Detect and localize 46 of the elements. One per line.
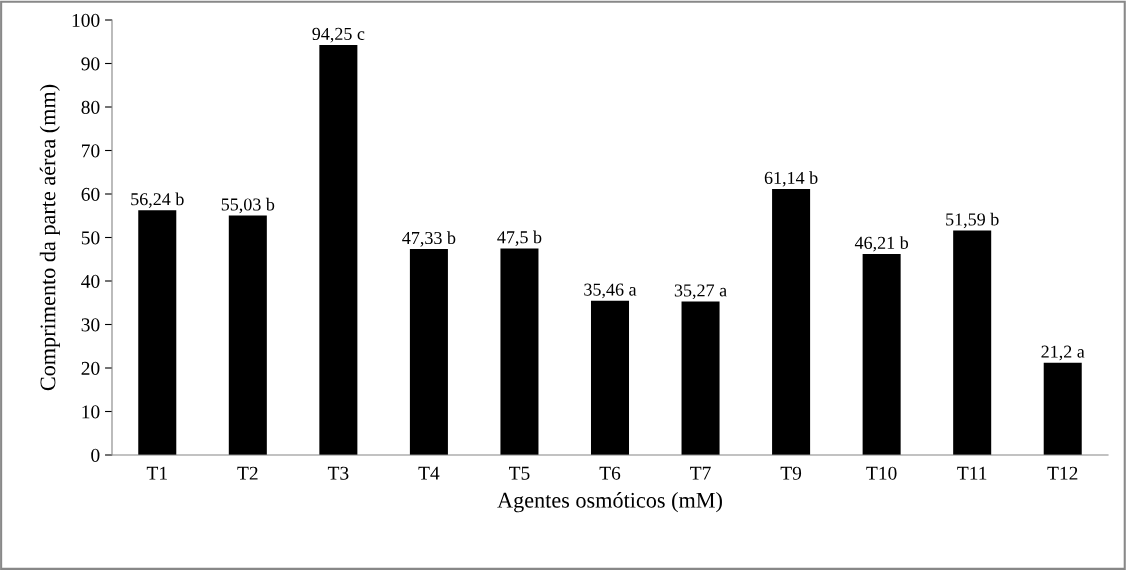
bar [772, 189, 811, 455]
bar [953, 230, 992, 455]
x-tick-label: T11 [957, 466, 987, 480]
y-tick-label: 80 [81, 100, 100, 114]
data-label: 21,2 a [1041, 345, 1085, 361]
y-tick-label: 20 [81, 361, 100, 375]
x-tick-label: T12 [1047, 466, 1078, 480]
y-tick-label: 40 [81, 274, 100, 288]
x-tick-label: T1 [146, 466, 167, 480]
x-tick-label: T2 [237, 466, 258, 480]
data-label: 94,25 c [312, 27, 365, 43]
bar [862, 253, 901, 455]
data-label: 35,27 a [674, 284, 727, 300]
bar [681, 301, 720, 455]
y-tick-label: 60 [81, 187, 100, 201]
x-tick-label: T6 [599, 466, 621, 480]
x-axis-title: Agentes osmóticos (mM) [497, 492, 722, 513]
y-tick-label: 50 [81, 231, 100, 245]
data-label: 56,24 b [131, 192, 184, 208]
data-label: 47,5 b [497, 230, 542, 246]
x-tick-label: T3 [327, 466, 349, 480]
y-tick-label: 0 [91, 448, 100, 462]
bar [1043, 362, 1082, 455]
data-label: 47,33 b [402, 231, 456, 247]
bar [138, 210, 177, 455]
data-label: 61,14 b [764, 171, 818, 187]
data-label: 46,21 b [854, 236, 909, 252]
y-axis-title: Comprimento da parte aérea (mm) [39, 84, 60, 391]
bar [500, 248, 539, 455]
bar [319, 45, 358, 455]
y-tick-label: 70 [82, 144, 100, 158]
data-label: 55,03 b [221, 197, 275, 214]
y-tick-label: 90 [81, 57, 100, 71]
y-tick-label: 100 [72, 13, 100, 27]
x-tick-label: T7 [690, 466, 711, 480]
bar [228, 215, 267, 455]
bar [409, 249, 448, 455]
x-tick-label: T9 [780, 466, 802, 480]
x-tick-label: T10 [866, 466, 897, 480]
data-label: 51,59 b [946, 212, 999, 229]
y-tick-label: 30 [81, 318, 100, 332]
x-tick-label: T5 [509, 466, 530, 480]
data-label: 35,46 a [584, 283, 637, 299]
x-tick-label: T4 [418, 466, 440, 480]
y-tick-label: 10 [82, 405, 100, 419]
bar [590, 300, 630, 455]
